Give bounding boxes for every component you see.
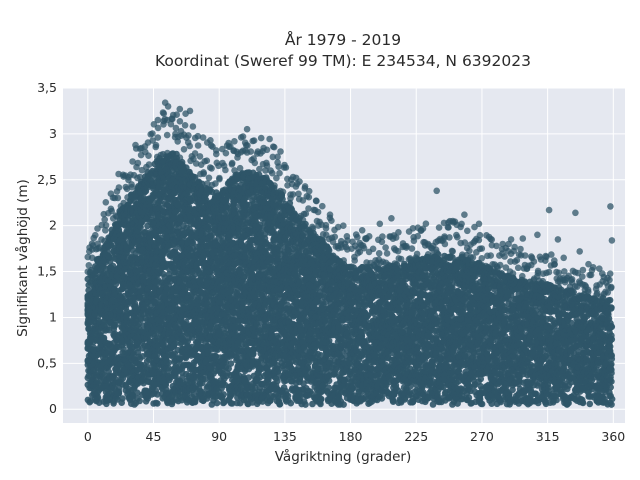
data-point <box>227 360 235 367</box>
data-point <box>114 390 122 397</box>
data-point <box>250 350 257 357</box>
data-point <box>165 359 172 367</box>
scatter-points <box>84 99 616 408</box>
data-point <box>230 324 238 331</box>
data-point <box>137 223 144 231</box>
chart-title-line-1: År 1979 - 2019 <box>285 30 401 49</box>
data-point <box>154 400 161 407</box>
data-point <box>191 398 199 406</box>
chart-title-line-2: Koordinat (Sweref 99 TM): E 234534, N 63… <box>155 52 531 70</box>
data-point <box>112 321 119 329</box>
data-point <box>93 379 100 387</box>
data-point <box>188 239 196 247</box>
data-point <box>86 398 93 406</box>
data-point <box>136 397 143 405</box>
data-point <box>231 205 238 213</box>
data-point <box>166 376 173 384</box>
data-point <box>261 235 269 242</box>
data-point <box>118 399 125 407</box>
data-point <box>93 296 101 303</box>
data-point <box>213 399 221 407</box>
